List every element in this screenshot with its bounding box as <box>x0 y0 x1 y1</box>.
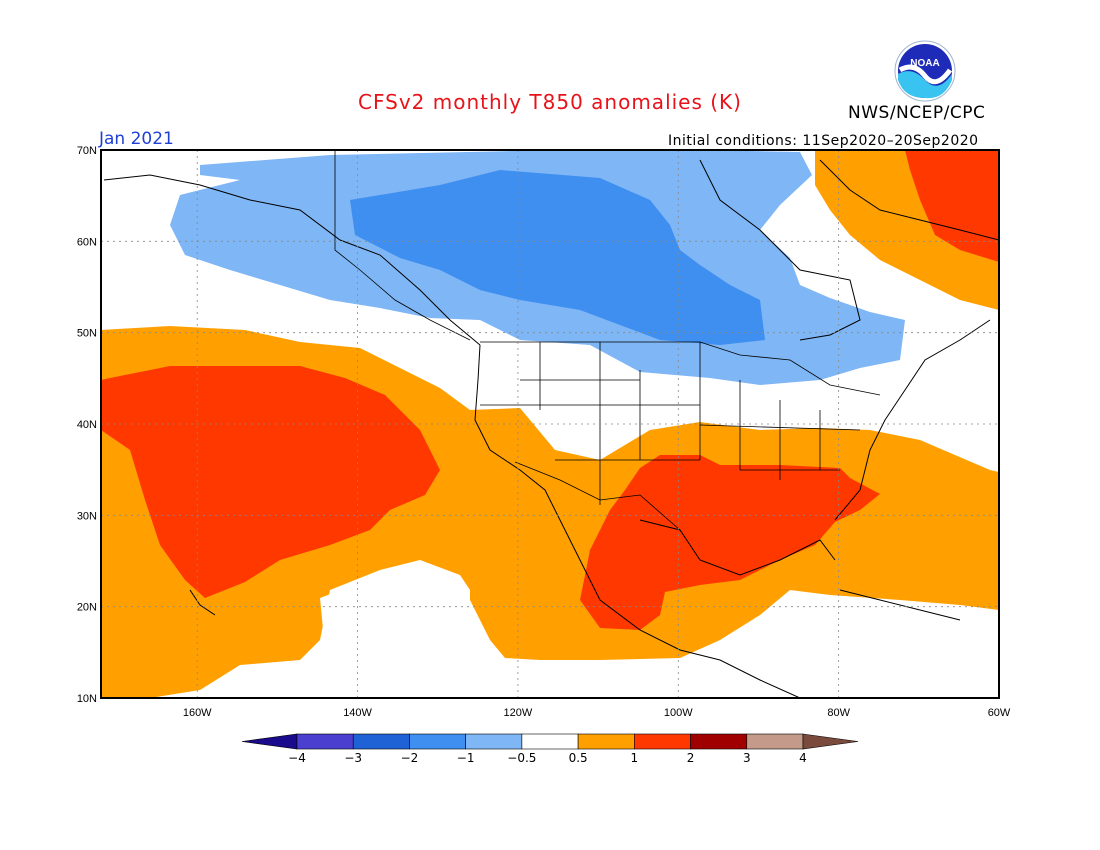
coastline-east-us <box>834 319 991 521</box>
initial-conditions-label: Initial conditions: 11Sep2020–20Sep2020 <box>668 133 979 149</box>
coastline-hawaii <box>189 589 216 616</box>
colorbar-tick-label: −4 <box>288 751 306 765</box>
coastline-caribbean <box>839 589 961 621</box>
colorbar-tick-label: −0.5 <box>507 751 537 765</box>
chart-title: CFSv2 monthly T850 anomalies (K) <box>358 90 742 114</box>
colorbar-low-end <box>241 733 298 750</box>
political-borders <box>334 150 881 531</box>
lon-tick-label: 80W <box>827 707 850 719</box>
colorbar-tick-label: −2 <box>400 751 419 765</box>
lat-lon-grid <box>101 150 999 698</box>
colorbar-tick-label: −1 <box>456 751 475 765</box>
coastline-alaska-bc <box>103 174 481 346</box>
lat-tick-label: 50N <box>77 328 97 340</box>
border-alaska-canada <box>334 150 471 341</box>
colorbar-swatch <box>465 733 523 750</box>
lon-tick-label: 60W <box>988 707 1011 719</box>
map-frame <box>100 149 1000 699</box>
colorbar-swatch <box>409 733 466 750</box>
colorbar-swatch <box>746 733 804 750</box>
colorbar-swatch <box>521 733 579 750</box>
colorbar-tick-label: 1 <box>630 751 639 765</box>
border-us-canada <box>480 341 881 396</box>
colorbar <box>241 733 859 750</box>
moderate-cool-anomaly-canada <box>350 170 765 345</box>
coastline-greenland <box>819 159 999 241</box>
colorbar-tick-label: 0.5 <box>568 751 588 765</box>
neutral-region-east-pacific <box>320 575 500 660</box>
lon-tick-label: 100W <box>664 707 693 719</box>
lat-tick-label: 70N <box>77 145 97 157</box>
colorbar-high-end <box>802 733 859 750</box>
colorbar-tick-label: −3 <box>344 751 363 765</box>
colorbar-tick-label: 2 <box>686 751 695 765</box>
lon-tick-label: 120W <box>504 707 533 719</box>
lat-tick-label: 40N <box>77 419 97 431</box>
noaa-logo-icon: NOAA <box>894 40 956 102</box>
colorbar-swatch <box>296 733 354 750</box>
colorbar-swatch <box>634 733 691 750</box>
lon-tick-label: 140W <box>343 707 372 719</box>
lat-tick-label: 60N <box>77 236 97 248</box>
state-borders-horizontal <box>480 379 861 471</box>
lon-tick-label: 160W <box>183 707 212 719</box>
organization-label: NWS/NCEP/CPC <box>848 103 986 123</box>
logo-text: NOAA <box>910 58 939 69</box>
lon-axis-labels: 160W 140W 120W 100W 80W 60W <box>183 707 1011 719</box>
lat-tick-label: 10N <box>77 693 97 705</box>
lat-axis-labels: 10N 20N 30N 40N 50N 60N 70N <box>77 145 97 705</box>
state-borders-vertical <box>539 342 821 505</box>
strong-warm-anomaly-southern-us-mexico <box>580 455 880 630</box>
colorbar-tick-label: 4 <box>799 751 807 765</box>
colorbar-swatch <box>690 733 748 750</box>
colorbar-tick-label: 3 <box>742 751 751 765</box>
colorbar-swatch <box>352 733 410 750</box>
colorbar-swatch <box>577 733 635 750</box>
coastline-west-americas <box>474 344 801 698</box>
lat-tick-label: 30N <box>77 510 97 522</box>
valid-month-label: Jan 2021 <box>99 129 174 149</box>
lat-tick-label: 20N <box>77 602 97 614</box>
